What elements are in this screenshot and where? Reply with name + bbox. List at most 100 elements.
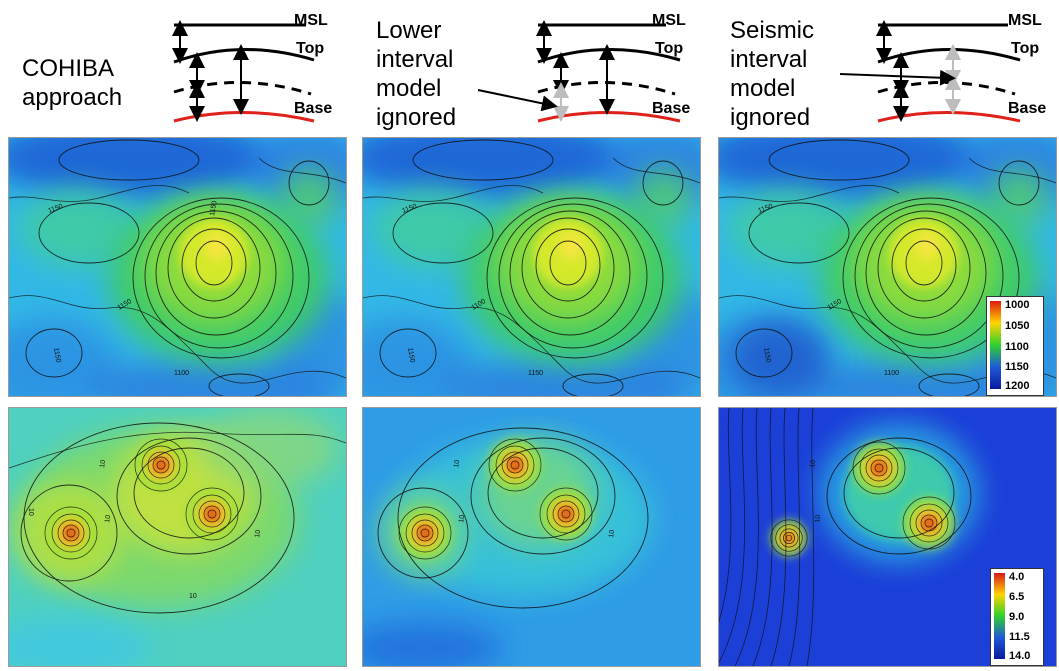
depth-colorbar-tick: 1100 xyxy=(1005,341,1029,353)
contour-line xyxy=(192,494,232,534)
color-zone xyxy=(363,138,623,198)
heading-cohiba: COHIBA approach xyxy=(22,54,122,112)
contour-line xyxy=(870,459,888,477)
contour-line xyxy=(379,328,437,378)
color-zone xyxy=(363,318,473,396)
contour-line xyxy=(487,447,599,539)
top-horizon xyxy=(173,47,315,64)
contour-line xyxy=(195,240,233,286)
contour-label: 1100 xyxy=(884,370,899,377)
contour-line xyxy=(752,408,773,666)
base-horizon xyxy=(173,111,315,123)
contour-line xyxy=(152,456,170,474)
contour-line xyxy=(9,185,190,202)
heading-line: interval xyxy=(376,46,454,73)
heading-line: COHIBA xyxy=(22,55,115,82)
contour-line xyxy=(521,217,615,319)
contour-line xyxy=(167,217,261,319)
uncertainty-colorbar-tick: 6.5 xyxy=(1009,591,1025,603)
color-zone xyxy=(19,188,139,268)
contour-line xyxy=(842,197,1020,359)
contour-label: 1150 xyxy=(52,347,62,363)
heading-seismic-interval: Seismic interval model ignored xyxy=(730,16,814,132)
depth-colorbar-tick: 1050 xyxy=(1005,320,1030,332)
contour-line xyxy=(642,160,684,206)
contour-line xyxy=(23,422,295,614)
contour-line xyxy=(486,197,664,359)
color-zone xyxy=(719,138,979,198)
contour-line xyxy=(549,240,587,286)
map-canvas: 10 10 10 xyxy=(363,408,700,666)
contour-label: 1150 xyxy=(47,203,64,215)
contour-line xyxy=(156,460,166,470)
contour-line xyxy=(420,528,430,538)
contour-line xyxy=(918,373,980,396)
color-zone xyxy=(9,618,149,666)
top-label: Top xyxy=(655,40,684,57)
contour-label: 10 xyxy=(814,514,822,523)
contour-line xyxy=(495,445,535,485)
msl-label: MSL xyxy=(1008,12,1042,29)
contour-line xyxy=(58,139,200,181)
contour-line xyxy=(859,448,899,488)
contour-label: 1150 xyxy=(401,203,418,215)
contour-line xyxy=(66,528,76,538)
contour-line xyxy=(775,524,803,552)
heading-line: ignored xyxy=(730,104,811,131)
contour-line xyxy=(748,202,850,264)
base-label: Base xyxy=(294,100,333,117)
contour-line xyxy=(719,408,732,623)
contour-label: 1100 xyxy=(174,370,189,377)
contour-line xyxy=(561,509,571,519)
contour-line xyxy=(783,532,795,544)
contour-line xyxy=(510,460,520,470)
contour-line xyxy=(552,500,580,528)
color-zone xyxy=(205,232,229,260)
contour-line xyxy=(509,210,631,336)
contour-line xyxy=(62,524,80,542)
heading-line: ignored xyxy=(376,104,457,131)
contour-label: 1150 xyxy=(406,347,416,363)
contour-line xyxy=(132,197,310,359)
color-zone xyxy=(559,232,583,260)
contour-line xyxy=(719,408,746,663)
contour-line xyxy=(9,431,346,469)
pointer-arrow xyxy=(839,69,956,86)
color-zone xyxy=(373,188,493,268)
contour-line xyxy=(488,438,542,492)
contour-line xyxy=(924,518,934,528)
contour-line xyxy=(865,210,987,336)
contour-line xyxy=(392,202,494,264)
contour-line xyxy=(134,438,188,492)
contour-line xyxy=(719,185,900,202)
base-label: Base xyxy=(1008,100,1047,117)
contour-label: 10 xyxy=(608,529,616,538)
contour-line xyxy=(877,217,971,319)
color-zone xyxy=(421,529,429,537)
contour-label: 10 xyxy=(809,459,817,468)
contour-line xyxy=(411,519,439,547)
color-zone xyxy=(925,519,933,527)
base-label: Base xyxy=(652,100,691,117)
uncertainty-colorbar-tick: 4.0 xyxy=(1009,571,1025,583)
contour-label: 10 xyxy=(254,529,262,538)
contour-line xyxy=(51,513,91,553)
contour-line xyxy=(147,451,175,479)
color-zone xyxy=(786,535,792,541)
contour-line xyxy=(501,451,529,479)
contour-line xyxy=(909,503,949,543)
color-zone xyxy=(157,461,165,469)
uncertainty-colorbar: 4.0 6.5 9.0 11.5 14.0 xyxy=(990,568,1044,666)
contour-line xyxy=(562,373,624,396)
top-label: Top xyxy=(296,40,325,57)
contour-line xyxy=(116,437,262,555)
contour-line xyxy=(203,505,221,523)
contour-line xyxy=(208,373,270,396)
layer-schematic xyxy=(839,20,1021,123)
depth-colorbar-tick: 1150 xyxy=(1005,361,1029,373)
color-zone xyxy=(9,138,269,198)
contour-line xyxy=(734,408,759,666)
color-zone xyxy=(208,510,216,518)
uncertainty-map-lower-interval-ignored: 10 10 10 xyxy=(362,407,701,667)
